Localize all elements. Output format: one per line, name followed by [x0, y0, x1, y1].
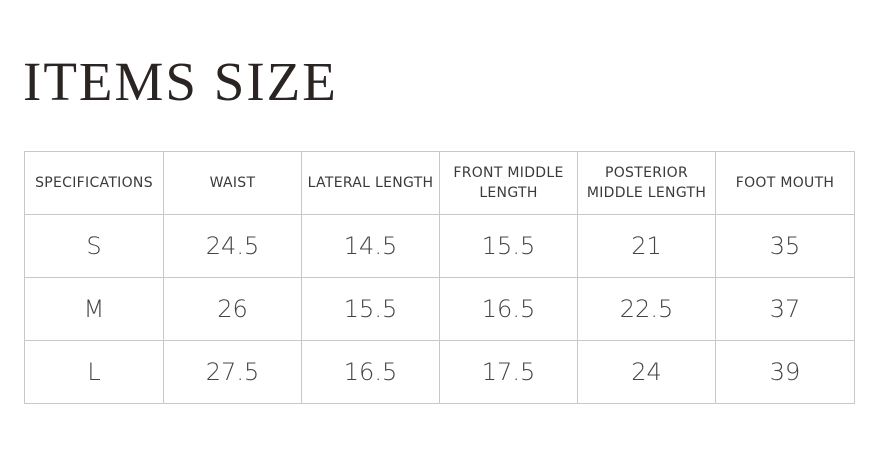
header-front-middle-length: FRONT MIDDLE LENGTH	[439, 151, 578, 215]
table-cell: 24	[577, 340, 716, 404]
header-posterior-middle-length: POSTERIOR MIDDLE LENGTH	[577, 151, 716, 215]
table-cell: 39	[715, 340, 855, 404]
header-specifications: SPECIFICATIONS	[24, 151, 164, 215]
size-table: SPECIFICATIONS WAIST LATERAL LENGTH FRON…	[24, 151, 855, 404]
table-cell: 24.5	[163, 214, 302, 278]
table-header-row: SPECIFICATIONS WAIST LATERAL LENGTH FRON…	[24, 151, 855, 215]
table-cell: 15.5	[301, 277, 440, 341]
table-cell: 22.5	[577, 277, 716, 341]
table-cell: 26	[163, 277, 302, 341]
table-cell: 14.5	[301, 214, 440, 278]
table-row: M 26 15.5 16.5 22.5 37	[24, 277, 855, 341]
page-title: ITEMS SIZE	[23, 51, 338, 112]
table-cell: 37	[715, 277, 855, 341]
size-cell: L	[24, 340, 164, 404]
header-lateral-length: LATERAL LENGTH	[301, 151, 440, 215]
table-row: S 24.5 14.5 15.5 21 35	[24, 214, 855, 278]
table-cell: 21	[577, 214, 716, 278]
table-cell: 16.5	[301, 340, 440, 404]
table-row: L 27.5 16.5 17.5 24 39	[24, 340, 855, 404]
table-cell: 35	[715, 214, 855, 278]
size-cell: M	[24, 277, 164, 341]
table-cell: 15.5	[439, 214, 578, 278]
header-waist: WAIST	[163, 151, 302, 215]
header-foot-mouth: FOOT MOUTH	[715, 151, 855, 215]
size-cell: S	[24, 214, 164, 278]
table-cell: 17.5	[439, 340, 578, 404]
table-cell: 16.5	[439, 277, 578, 341]
table-cell: 27.5	[163, 340, 302, 404]
